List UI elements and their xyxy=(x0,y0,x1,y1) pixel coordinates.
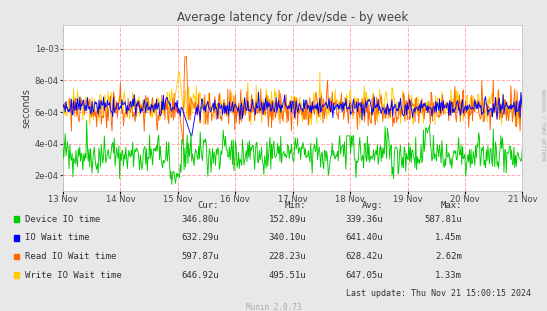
Text: 152.89u: 152.89u xyxy=(269,215,306,224)
Text: 228.23u: 228.23u xyxy=(269,252,306,261)
Text: Device IO time: Device IO time xyxy=(25,215,100,224)
Text: 597.87u: 597.87u xyxy=(181,252,219,261)
Text: 647.05u: 647.05u xyxy=(345,271,383,280)
Text: Last update: Thu Nov 21 15:00:15 2024: Last update: Thu Nov 21 15:00:15 2024 xyxy=(346,290,531,298)
Text: 339.36u: 339.36u xyxy=(345,215,383,224)
Text: Avg:: Avg: xyxy=(362,201,383,210)
Y-axis label: seconds: seconds xyxy=(22,88,32,128)
Text: 1.33m: 1.33m xyxy=(435,271,462,280)
Text: 632.29u: 632.29u xyxy=(181,234,219,242)
Text: 495.51u: 495.51u xyxy=(269,271,306,280)
Text: 346.80u: 346.80u xyxy=(181,215,219,224)
Text: 1.45m: 1.45m xyxy=(435,234,462,242)
Text: 646.92u: 646.92u xyxy=(181,271,219,280)
Text: Munin 2.0.73: Munin 2.0.73 xyxy=(246,303,301,311)
Text: Min:: Min: xyxy=(285,201,306,210)
Text: 628.42u: 628.42u xyxy=(345,252,383,261)
Text: Read IO Wait time: Read IO Wait time xyxy=(25,252,116,261)
Title: Average latency for /dev/sde - by week: Average latency for /dev/sde - by week xyxy=(177,11,408,24)
Text: RRDTOOL / TOBI OETIKER: RRDTOOL / TOBI OETIKER xyxy=(541,89,546,160)
Text: 2.62m: 2.62m xyxy=(435,252,462,261)
Text: 340.10u: 340.10u xyxy=(269,234,306,242)
Text: Cur:: Cur: xyxy=(197,201,219,210)
Text: Max:: Max: xyxy=(441,201,462,210)
Text: 587.81u: 587.81u xyxy=(424,215,462,224)
Text: Write IO Wait time: Write IO Wait time xyxy=(25,271,121,280)
Text: 641.40u: 641.40u xyxy=(345,234,383,242)
Text: IO Wait time: IO Wait time xyxy=(25,234,89,242)
